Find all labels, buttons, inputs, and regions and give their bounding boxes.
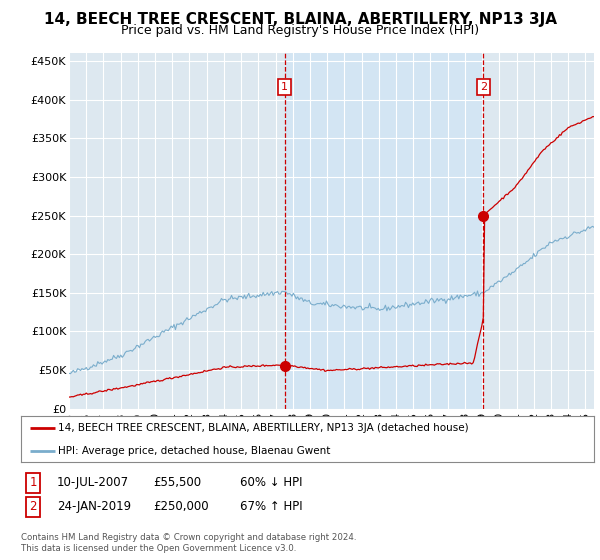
Text: HPI: Average price, detached house, Blaenau Gwent: HPI: Average price, detached house, Blae… [58,446,331,455]
Bar [284,53,484,409]
Text: 10-JUL-2007: 10-JUL-2007 [57,476,129,489]
Text: Contains HM Land Registry data © Crown copyright and database right 2024.
This d: Contains HM Land Registry data © Crown c… [21,533,356,553]
Text: 14, BEECH TREE CRESCENT, BLAINA, ABERTILLERY, NP13 3JA: 14, BEECH TREE CRESCENT, BLAINA, ABERTIL… [44,12,557,27]
Text: £250,000: £250,000 [153,500,209,514]
Text: 2: 2 [480,82,487,92]
Text: Price paid vs. HM Land Registry's House Price Index (HPI): Price paid vs. HM Land Registry's House … [121,24,479,36]
Text: 67% ↑ HPI: 67% ↑ HPI [240,500,302,514]
Text: 1: 1 [281,82,288,92]
Text: 14, BEECH TREE CRESCENT, BLAINA, ABERTILLERY, NP13 3JA (detached house): 14, BEECH TREE CRESCENT, BLAINA, ABERTIL… [58,423,469,432]
Text: 2: 2 [29,500,37,514]
Text: £55,500: £55,500 [153,476,201,489]
Text: 1: 1 [29,476,37,489]
Text: 60% ↓ HPI: 60% ↓ HPI [240,476,302,489]
Text: 24-JAN-2019: 24-JAN-2019 [57,500,131,514]
